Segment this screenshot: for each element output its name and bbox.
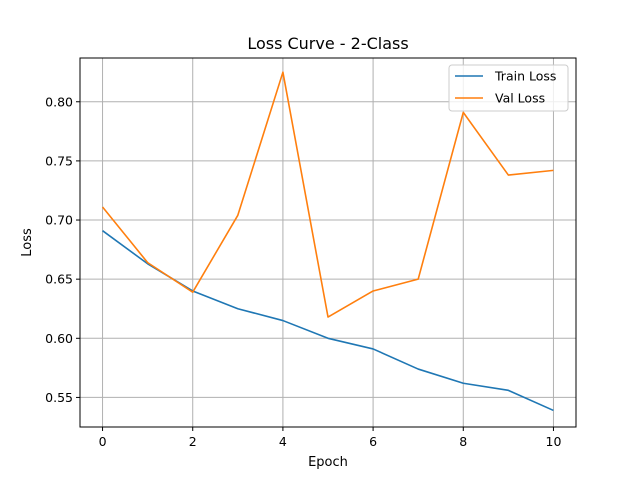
y-tick-label: 0.75 [45,153,73,168]
plot-frame [79,57,577,428]
legend: Train Loss Val Loss [448,64,569,112]
x-tick-label: 8 [459,434,467,449]
x-tick-label: 6 [369,434,377,449]
val-loss-line [101,71,554,318]
x-tick-label: 0 [99,434,107,449]
x-axis-label: Epoch [308,455,348,470]
chart-title: Loss Curve - 2-Class [247,34,408,53]
y-axis-label: Loss [20,228,35,257]
x-axis-ticks: 0 2 4 6 8 10 [99,427,562,449]
y-axis-ticks: 0.55 0.60 0.65 0.70 0.75 0.80 [45,94,80,405]
y-tick-label: 0.60 [45,331,73,346]
x-tick-label: 4 [279,434,287,449]
y-tick-label: 0.70 [45,213,73,228]
y-tick-label: 0.80 [45,94,73,109]
legend-label-val-loss: Val Loss [495,91,545,106]
y-tick-label: 0.65 [45,272,73,287]
x-tick-label: 10 [546,434,562,449]
series-lines [101,71,554,412]
x-tick-label: 2 [189,434,197,449]
legend-label-train-loss: Train Loss [494,69,556,84]
grid [80,58,576,427]
y-tick-label: 0.55 [45,390,73,405]
